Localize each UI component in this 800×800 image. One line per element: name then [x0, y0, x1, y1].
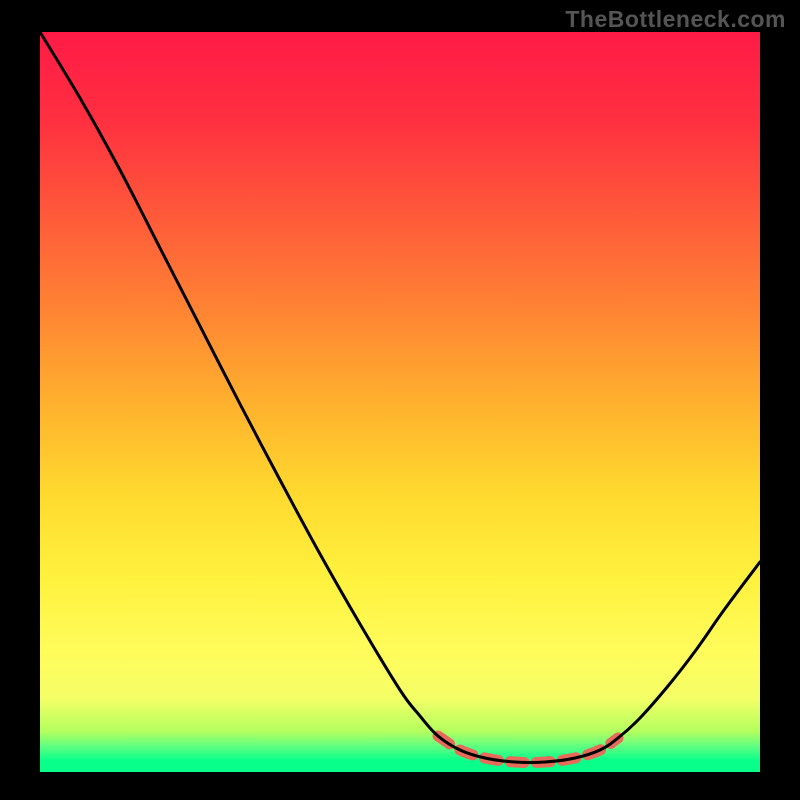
gradient-panel [40, 32, 760, 778]
watermark-text: TheBottleneck.com [565, 6, 786, 33]
chart-frame: TheBottleneck.com [0, 0, 800, 800]
